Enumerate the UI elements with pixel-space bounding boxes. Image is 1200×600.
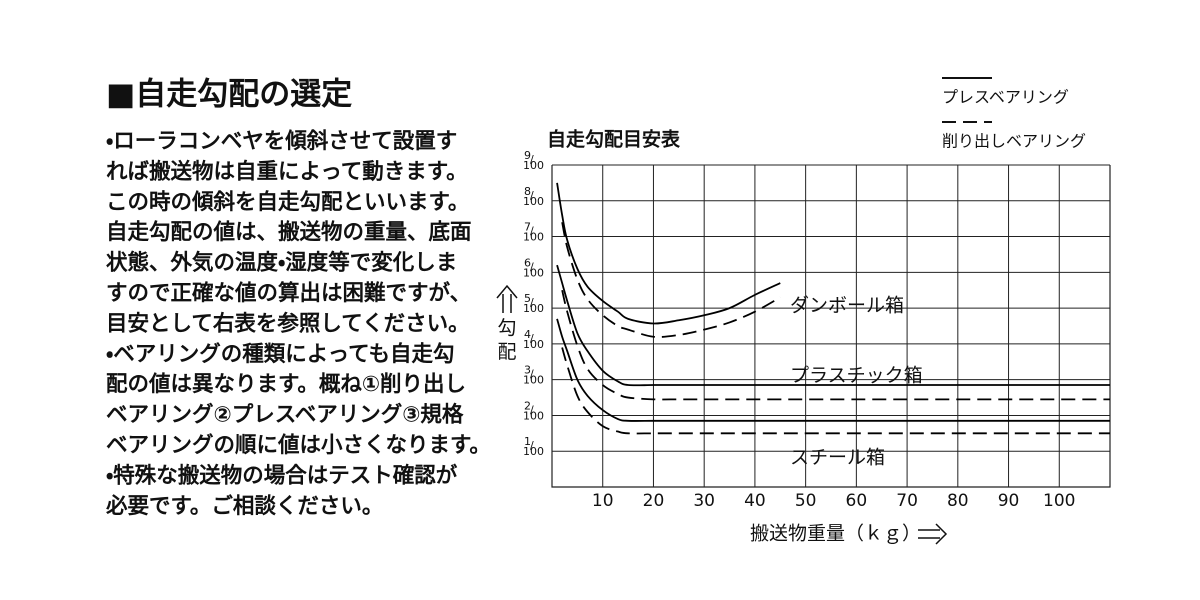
legend-label: プレスベアリング [942, 88, 1069, 107]
y-tick-label: 4/100 [523, 328, 544, 351]
curve [556, 182, 781, 325]
y-tick-label: 1/100 [523, 435, 544, 458]
body-line: 目安として右表を参照してください。 [106, 310, 470, 336]
plot: 10 20 30 40 50 60 70 80 90 100 1/100 2/100 3/100 4/10… [523, 149, 1111, 511]
x-tick-label: 40 [744, 491, 766, 511]
x-tick-label: 60 [846, 491, 868, 511]
y-tick-label: 5/100 [523, 292, 544, 315]
body-line: れば搬送物は自重によって動きます。 [106, 158, 468, 184]
x-tick-label: 10 [592, 491, 614, 511]
x-tick-label: 100 [1043, 491, 1075, 511]
curve [561, 290, 1110, 401]
body-line: ベアリングの順に値は小さくなります。 [106, 432, 491, 458]
legend-label: 削り出しベアリング [942, 132, 1086, 151]
plot-frame [551, 165, 1111, 488]
curve [556, 318, 1110, 422]
body-text: ・ローラコンベヤを傾斜させて設置すれば搬送物は自重によって動きます。この時の傾斜… [106, 129, 491, 519]
page-title: ■自走勾配の選定 [106, 77, 352, 113]
y-tick-label: 2/100 [523, 399, 544, 422]
body-line: この時の傾斜を自走勾配といいます。 [106, 189, 469, 215]
body-line: すので正確な値の算出は困難ですが、 [106, 280, 471, 306]
body-line: ・ベアリングの種類によっても自走勾 [106, 341, 455, 367]
series-label: スチール箱 [790, 447, 885, 469]
body-line: ・ローラコンベヤを傾斜させて設置す [106, 129, 457, 154]
x-axis-label: 搬送物重量（ｋｇ） [750, 523, 921, 545]
y-tick-label: 8/100 [523, 185, 544, 208]
series-label: プラスチック箱 [790, 365, 923, 387]
body-line: 自走勾配の値は、搬送物の重量、底面 [106, 219, 472, 245]
x-arrow [918, 523, 948, 545]
body-line: ・特殊な搬送物の場合はテスト確認が [106, 462, 458, 488]
x-tick-label: 80 [947, 491, 969, 511]
series-label: ダンボール箱 [790, 295, 904, 317]
chart-title: 自走勾配目安表 [547, 128, 681, 151]
body-line: 配の値は異なります。概ね①削り出し [106, 371, 466, 397]
curve [556, 264, 1110, 387]
y-tick-label: 9/100 [523, 149, 544, 172]
x-tick-label: 50 [795, 491, 817, 511]
body-line: 必要です。ご相談ください。 [106, 493, 383, 519]
y-tick-label: 3/100 [523, 364, 544, 387]
y-axis-label: 勾配 [497, 317, 516, 363]
x-tick-label: 20 [643, 491, 665, 511]
x-tick-label: 90 [998, 491, 1020, 511]
y-tick-label: 6/100 [523, 256, 544, 279]
y-arrow [496, 284, 518, 313]
x-tick-label: 30 [693, 491, 715, 511]
x-tick-label: 70 [896, 491, 918, 511]
curve [561, 222, 781, 338]
body-line: ベアリング②プレスベアリング③規格 [106, 402, 464, 428]
body-line: 状態、外気の温度・湿度等で変化しま [106, 250, 457, 276]
y-tick-label: 7/100 [523, 221, 544, 244]
curve [561, 347, 1110, 435]
